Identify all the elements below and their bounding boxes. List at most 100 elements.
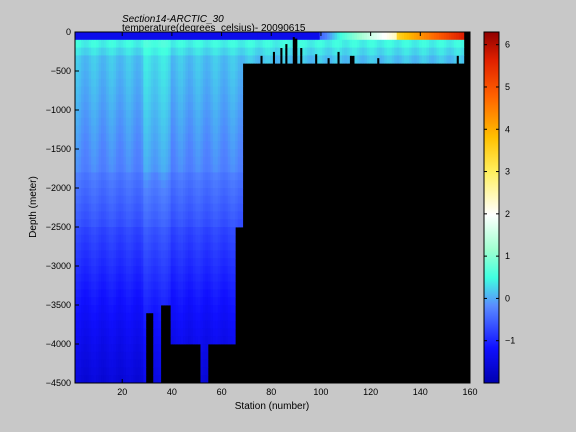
heatmap-cell [389, 47, 393, 56]
heatmap-cell [217, 172, 221, 181]
heatmap-cell [220, 203, 224, 212]
heatmap-cell [98, 297, 102, 306]
heatmap-cell [150, 63, 154, 72]
heatmap-cell [76, 328, 80, 337]
heatmap-cell [188, 227, 191, 236]
heatmap-cell [222, 141, 226, 150]
heatmap-cell [374, 39, 378, 48]
heatmap-cell [111, 156, 114, 165]
heatmap-cell [78, 141, 82, 150]
heatmap-cell [143, 250, 147, 259]
heatmap-cell [170, 164, 174, 173]
heatmap-cell [227, 242, 231, 251]
heatmap-cell [458, 47, 462, 56]
heatmap-cell [118, 219, 122, 228]
heatmap-cell [138, 227, 142, 236]
heatmap-cell [185, 211, 189, 220]
heatmap-cell [115, 117, 119, 126]
heatmap-cell [140, 211, 144, 220]
heatmap-cell [150, 47, 154, 56]
heatmap-cell [200, 242, 204, 251]
heatmap-cell [230, 180, 234, 189]
heatmap-cell [458, 32, 462, 41]
heatmap-cell [143, 227, 147, 236]
heatmap-cell [197, 312, 201, 321]
heatmap-cell [155, 242, 159, 251]
heatmap-cell [86, 242, 90, 251]
heatmap-cell [324, 39, 328, 48]
heatmap-cell [123, 375, 127, 383]
heatmap-cell [123, 172, 127, 181]
heatmap-cell [165, 211, 169, 220]
heatmap-cell [93, 188, 97, 197]
heatmap-cell [374, 32, 378, 41]
heatmap-cell [200, 258, 204, 267]
heatmap-cell [207, 195, 211, 204]
heatmap-cell [101, 211, 104, 220]
heatmap-cell [200, 32, 204, 41]
heatmap-cell [86, 156, 90, 165]
heatmap-cell [155, 110, 159, 119]
heatmap-cell [230, 117, 234, 126]
heatmap-cell [232, 86, 236, 95]
heatmap-cell [93, 328, 97, 337]
heatmap-cell [111, 71, 114, 80]
heatmap-cell [111, 297, 114, 306]
heatmap-cell [267, 39, 271, 48]
heatmap-cell [158, 250, 162, 259]
heatmap-cell [128, 344, 132, 353]
heatmap-cell [86, 71, 90, 80]
heatmap-cell [118, 351, 122, 360]
heatmap-cell [98, 312, 102, 321]
heatmap-cell [78, 86, 82, 95]
heatmap-cell [113, 273, 117, 282]
heatmap-cell [120, 320, 124, 329]
heatmap-cell [197, 297, 201, 306]
heatmap-cell [200, 125, 204, 134]
heatmap-cell [230, 141, 234, 150]
heatmap-cell [143, 266, 147, 275]
heatmap-cell [230, 172, 234, 181]
heatmap-cell [190, 180, 194, 189]
heatmap-cell [178, 266, 181, 275]
heatmap-cell [227, 180, 231, 189]
heatmap-cell [235, 188, 239, 197]
heatmap-cell [225, 242, 229, 251]
heatmap-cell [91, 320, 95, 329]
heatmap-cell [155, 63, 159, 72]
heatmap-cell [202, 375, 206, 383]
heatmap-cell [175, 336, 179, 345]
heatmap-cell [185, 312, 189, 321]
heatmap-cell [78, 305, 82, 314]
heatmap-cell [175, 63, 179, 72]
heatmap-cell [366, 55, 370, 64]
heatmap-cell [128, 149, 132, 158]
heatmap-cell [123, 336, 127, 345]
heatmap-cell [225, 289, 229, 298]
heatmap-cell [168, 110, 172, 119]
heatmap-cell [232, 203, 236, 212]
heatmap-cell [225, 63, 229, 72]
heatmap-cell [175, 55, 179, 64]
heatmap-cell [155, 219, 159, 228]
heatmap-cell [441, 55, 445, 64]
heatmap-cell [128, 305, 132, 314]
heatmap-cell [133, 258, 137, 267]
heatmap-cell [217, 211, 221, 220]
heatmap-cell [128, 102, 132, 111]
heatmap-cell [240, 55, 244, 64]
heatmap-cell [140, 78, 144, 87]
heatmap-cell [83, 195, 87, 204]
heatmap-cell [103, 141, 107, 150]
heatmap-cell [180, 211, 184, 220]
heatmap-cell [125, 63, 129, 72]
heatmap-cell [111, 86, 114, 95]
heatmap-cell [101, 110, 104, 119]
heatmap-cell [103, 110, 107, 119]
heatmap-cell [138, 86, 142, 95]
heatmap-cell [225, 281, 229, 290]
heatmap-cell [163, 234, 167, 243]
heatmap-cell [210, 125, 214, 134]
heatmap-cell [153, 188, 157, 197]
heatmap-cell [135, 250, 139, 259]
